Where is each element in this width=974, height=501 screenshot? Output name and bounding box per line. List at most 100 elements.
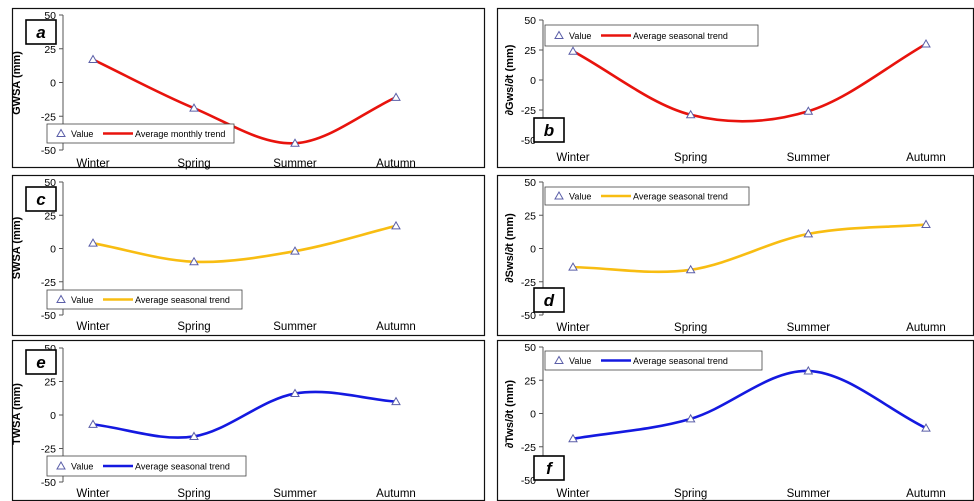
- y-tick-label: 0: [530, 75, 536, 87]
- legend: Value Average monthly trend: [46, 123, 235, 144]
- y-tick-label: 50: [44, 343, 56, 355]
- legend-marker-icon: [56, 294, 66, 303]
- value-marker: [391, 396, 401, 406]
- legend: Value Average seasonal trend: [544, 186, 750, 206]
- y-tick-label: -50: [521, 310, 536, 322]
- y-tick-label: 25: [524, 375, 536, 387]
- legend-marker-icon: [554, 190, 564, 200]
- value-marker: [88, 238, 98, 247]
- x-tick-label: Summer: [787, 152, 831, 164]
- legend-label-value: Value: [71, 462, 93, 472]
- y-tick-label: -50: [41, 145, 56, 157]
- legend-marker-icon: [554, 355, 564, 364]
- value-marker: [568, 262, 578, 271]
- y-tick-label: 50: [44, 177, 56, 189]
- y-tick-label: 0: [50, 244, 56, 256]
- x-tick-label: Autumn: [906, 322, 946, 334]
- x-tick-label: Summer: [273, 488, 317, 500]
- y-tick-label: -25: [521, 277, 536, 289]
- legend-label-value: Value: [71, 129, 93, 139]
- panel-border: [11, 174, 486, 337]
- value-marker: [568, 46, 578, 55]
- panel-letter-box: [533, 455, 565, 481]
- trend-line-e: [91, 390, 398, 439]
- y-tick-label: 25: [524, 210, 536, 222]
- y-tick-label: 25: [44, 210, 56, 222]
- y-tick-label: 50: [524, 177, 536, 189]
- x-tick-label: Summer: [273, 321, 317, 333]
- value-marker: [921, 423, 931, 432]
- panel-letter-box: [25, 186, 57, 212]
- y-tick-label: -50: [521, 135, 536, 147]
- trend-line-a: [91, 58, 398, 145]
- value-marker: [88, 54, 98, 64]
- panel-letter-box: [25, 349, 57, 375]
- value-marker: [685, 264, 696, 274]
- value-marker: [685, 109, 696, 119]
- x-tick-label: Winter: [76, 321, 109, 333]
- trend-line-b: [571, 42, 928, 123]
- x-tick-label: Summer: [787, 488, 831, 500]
- x-tick-label: Winter: [76, 488, 109, 500]
- value-marker: [803, 106, 814, 115]
- value-marker: [803, 365, 814, 375]
- x-tick-label: Winter: [556, 488, 589, 500]
- y-tick-label: 50: [44, 10, 56, 22]
- x-tick-label: Spring: [674, 152, 707, 164]
- y-tick-label: 25: [44, 377, 56, 389]
- legend-label-trend: Average seasonal trend: [633, 31, 728, 41]
- legend-box: [544, 24, 759, 47]
- value-marker: [568, 433, 578, 443]
- x-tick-label: Autumn: [376, 158, 416, 170]
- value-marker: [290, 138, 300, 147]
- y-tick-label: -25: [41, 111, 56, 123]
- value-marker: [189, 103, 199, 112]
- x-tick-label: Winter: [556, 152, 589, 164]
- legend: Value Average seasonal trend: [544, 350, 763, 371]
- y-tick-label: -50: [521, 475, 536, 487]
- y-tick-label: 0: [530, 409, 536, 421]
- y-tick-label: -25: [521, 105, 536, 117]
- y-tick-label: 50: [524, 15, 536, 27]
- panel-letter-text: e: [36, 353, 45, 372]
- x-tick-label: Autumn: [376, 321, 416, 333]
- y-tick-label: 25: [524, 45, 536, 57]
- trend-line-f: [571, 369, 928, 441]
- x-tick-label: Spring: [177, 158, 210, 170]
- x-tick-label: Summer: [787, 322, 831, 334]
- panel-letter-text: f: [546, 459, 554, 478]
- panel-border: [11, 7, 486, 169]
- x-tick-label: Winter: [556, 322, 589, 334]
- panel-letter: f: [533, 455, 565, 481]
- legend-box: [544, 186, 750, 206]
- y-tick-label: 0: [50, 410, 56, 422]
- y-axis-label: ∂Sws/∂t (mm): [504, 213, 516, 283]
- panel-letter: e: [25, 349, 57, 375]
- panel-letter-text: c: [36, 190, 46, 209]
- y-tick-label: -25: [41, 444, 56, 456]
- y-tick-label: -25: [521, 442, 536, 454]
- panel-letter: a: [25, 19, 57, 45]
- panel-c: -50 -25 0 25 50 SWSA (mm) Winter Spring Summer Au…: [11, 174, 486, 337]
- x-tick-label: Winter: [76, 158, 109, 170]
- x-tick-label: Spring: [177, 321, 210, 333]
- legend-label-value: Value: [569, 31, 591, 41]
- legend-label-value: Value: [71, 295, 93, 305]
- y-tick-label: -50: [41, 477, 56, 489]
- value-marker: [290, 388, 300, 398]
- x-tick-label: Autumn: [906, 152, 946, 164]
- trend-line-c: [91, 224, 398, 264]
- legend-label-trend: Average seasonal trend: [633, 192, 728, 202]
- value-marker: [189, 256, 199, 266]
- legend: Value Average seasonal trend: [46, 289, 243, 310]
- panel-letter-text: b: [544, 121, 554, 140]
- legend-box: [46, 123, 235, 144]
- legend-marker-icon: [56, 460, 66, 470]
- panel-f: -50 -25 0 25 50 ∂Tws/∂t (mm) Winter Spring Summe…: [496, 339, 974, 501]
- y-tick-label: 0: [530, 244, 536, 256]
- legend-box: [46, 289, 243, 310]
- panel-letter: d: [533, 287, 565, 313]
- legend-marker-icon: [554, 30, 564, 39]
